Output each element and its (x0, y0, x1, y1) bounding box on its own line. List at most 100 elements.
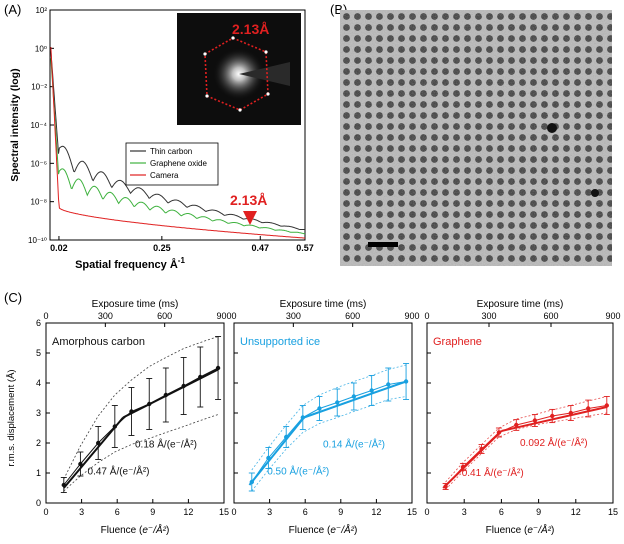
legend-item-camera: Camera (150, 171, 179, 180)
x-tick-label: 15 (219, 507, 229, 517)
frequency-marker: 2.13Å (230, 192, 267, 225)
panel-a-y-label: Spectral intensity (log) (9, 68, 21, 181)
panel-a-x-label-exp: -1 (178, 256, 186, 265)
x-axis-label-suffix: ) (551, 525, 554, 536)
subplot-title: Graphene (433, 336, 482, 348)
top-axis-label: Exposure time (ms) (92, 299, 179, 310)
diffraction-inset: 2.13Å (177, 13, 301, 125)
top-tick-label: 300 (98, 311, 113, 321)
panel-a-x-tick-label: 0.25 (153, 243, 171, 253)
x-tick-label: 3 (462, 507, 467, 517)
y-tick-label: 0 (36, 498, 41, 508)
mean-line (251, 381, 407, 483)
scale-bar (368, 242, 398, 247)
micrograph-noise (340, 10, 612, 266)
inset-spot (205, 94, 209, 98)
inset-spot (231, 36, 235, 40)
top-tick-label: 600 (157, 311, 172, 321)
top-tick-label: 900 (605, 311, 620, 321)
envelope-upper (63, 336, 219, 480)
x-axis-label: Fluence (e⁻/Å²) (101, 523, 170, 536)
annotation-lower: 0.41 Å/(e⁻/Å²) (462, 466, 524, 479)
subplot-title: Amorphous carbon (52, 336, 145, 348)
micrograph-dark-spot (547, 123, 557, 133)
fit-line (442, 430, 503, 489)
x-tick-label: 0 (424, 507, 429, 517)
x-axis-label-unit: e⁻/Å² (142, 523, 166, 536)
x-axis-label-unit: e⁻/Å² (330, 523, 354, 536)
x-tick-label: 12 (183, 507, 193, 517)
x-axis-label-suffix: ) (166, 525, 169, 536)
x-tick-label: 6 (303, 507, 308, 517)
annotation-upper: 0.14 Å/(e⁻/Å²) (323, 438, 385, 451)
panel-a-spectrum-plot: 10² 10⁰ 10⁻² 10⁻⁴ 10⁻⁶ 10⁻⁸ 10⁻¹⁰ 0.02 0.25 0.47… (9, 6, 314, 271)
annotation-upper: 0.18 Å/(e⁻/Å²) (135, 438, 197, 451)
inset-spot (266, 92, 270, 96)
panel-a-y-tick-label: 10⁻⁴ (30, 121, 47, 130)
y-tick-label: 5 (36, 348, 41, 358)
annotation-lower: 0.50 Å/(e⁻/Å²) (267, 465, 329, 478)
panel-a-x-tick-label: 0.02 (50, 243, 68, 253)
top-tick-label: 900 (216, 311, 231, 321)
x-axis-label-prefix: Fluence ( (486, 525, 528, 536)
top-tick-label: 600 (345, 311, 360, 321)
envelope-upper (445, 396, 607, 483)
x-tick-label: 3 (267, 507, 272, 517)
panel-a-x-label: Spatial frequency Å-1 (75, 256, 185, 271)
panel-a-series (50, 46, 306, 239)
panel-a-y-tick-label: 10⁻⁸ (31, 198, 48, 207)
x-tick-label: 6 (499, 507, 504, 517)
marker-label: 2.13Å (230, 192, 267, 208)
x-tick-label: 12 (571, 507, 581, 517)
y-tick-label: 3 (36, 408, 41, 418)
inset-spot (238, 108, 242, 112)
top-axis-label: Exposure time (ms) (280, 299, 367, 310)
x-axis-label-suffix: ) (354, 525, 357, 536)
panel-label-c: (C) (4, 290, 22, 305)
fit-line (122, 368, 219, 419)
y-tick-label: 1 (36, 468, 41, 478)
x-tick-label: 15 (608, 507, 618, 517)
mean-line (445, 405, 607, 487)
y-tick-label: 6 (36, 318, 41, 328)
panel-a-x-label-text: Spatial frequency Å (75, 258, 178, 271)
fit-line (501, 406, 608, 432)
x-axis-label: Fluence (e⁻/Å²) (486, 523, 555, 536)
top-tick-label: 600 (543, 311, 558, 321)
x-axis-label-prefix: Fluence ( (289, 525, 331, 536)
panel-a-x-tick-label: 0.47 (251, 243, 269, 253)
legend-item-thin-carbon: Thin carbon (150, 147, 192, 156)
x-tick-label: 9 (338, 507, 343, 517)
envelope-lower (445, 412, 607, 490)
panel-a-y-tick-label: 10⁻⁶ (31, 159, 47, 168)
top-tick-label: 300 (481, 311, 496, 321)
x-tick-label: 12 (371, 507, 381, 517)
top-tick-label: 0 (43, 311, 48, 321)
top-tick-label: 900 (404, 311, 419, 321)
x-tick-label: 0 (43, 507, 48, 517)
panel-a-y-tick-label: 10² (35, 6, 47, 15)
series-line-camera (50, 46, 306, 239)
x-axis-label-prefix: Fluence ( (101, 525, 143, 536)
x-tick-label: 6 (115, 507, 120, 517)
x-axis-label: Fluence (e⁻/Å²) (289, 523, 358, 536)
panel-a-y-ticks: 10² 10⁰ 10⁻² 10⁻⁴ 10⁻⁶ 10⁻⁸ 10⁻¹⁰ (28, 6, 54, 245)
fit-line (248, 416, 305, 486)
annotation-lower: 0.47 Å/(e⁻/Å²) (88, 465, 150, 478)
panel-a-y-tick-label: 10⁰ (35, 44, 47, 53)
panel-c-y-label: r.m.s. displacement (Å) (6, 369, 17, 466)
subplot-title: Unsupported ice (240, 336, 320, 348)
panel-a-y-tick-label: 10⁻² (31, 83, 47, 92)
x-tick-label: 15 (407, 507, 417, 517)
x-tick-label: 9 (150, 507, 155, 517)
panel-b-micrograph (340, 10, 612, 266)
x-tick-label: 3 (79, 507, 84, 517)
fit-line (63, 416, 124, 489)
series-line-thin-carbon (50, 50, 306, 231)
series-line-graphene-oxide (50, 58, 306, 235)
inset-label: 2.13Å (232, 21, 269, 37)
panel-label-a: (A) (4, 2, 21, 17)
